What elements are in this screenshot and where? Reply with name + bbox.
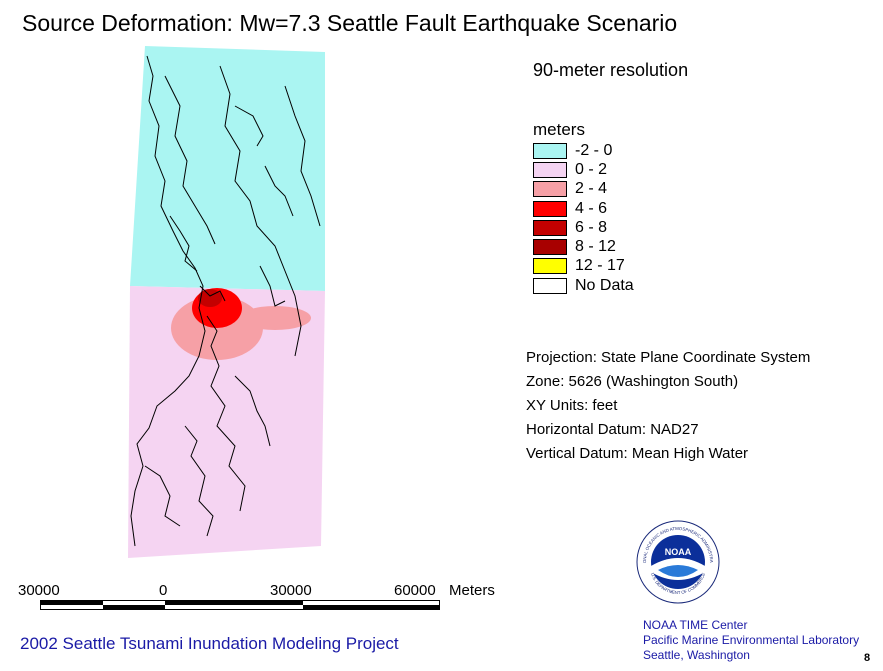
legend-swatch bbox=[533, 200, 567, 217]
vertical-datum-text: Vertical Datum: Mean High Water bbox=[526, 445, 749, 462]
legend-swatch bbox=[533, 181, 567, 198]
noaa-logo: NOAA NATIONAL OCEANIC AND ATMOSPHERIC AD… bbox=[636, 520, 720, 604]
legend-label: 6 - 8 bbox=[575, 218, 608, 236]
org-line-1: NOAA TIME Center bbox=[643, 618, 748, 632]
legend-label: 4 - 6 bbox=[575, 199, 608, 217]
legend-swatch bbox=[533, 161, 567, 178]
legend-swatch bbox=[533, 219, 567, 236]
scale-bar bbox=[40, 600, 440, 610]
scale-label-neg30000: 30000 bbox=[18, 582, 60, 599]
legend-swatch bbox=[533, 277, 567, 294]
resolution-label: 90-meter resolution bbox=[533, 60, 689, 80]
page-title: Source Deformation: Mw=7.3 Seattle Fault… bbox=[22, 10, 678, 36]
scale-label-0: 0 bbox=[159, 582, 168, 599]
org-line-3: Seattle, Washington bbox=[643, 648, 750, 662]
map-info: Projection: State Plane Coordinate Syste… bbox=[526, 348, 810, 468]
legend-label: 2 - 4 bbox=[575, 180, 608, 198]
scale-labels: 30000 0 30000 60000 Meters bbox=[0, 582, 520, 602]
projection-text: Projection: State Plane Coordinate Syste… bbox=[526, 349, 811, 366]
legend-label: -2 - 0 bbox=[575, 141, 613, 159]
legend-label: 8 - 12 bbox=[575, 238, 616, 256]
legend-item: -2 - 0 bbox=[533, 141, 634, 160]
legend-item: 2 - 4 bbox=[533, 180, 634, 199]
organization-block: NOAA TIME Center Pacific Marine Environm… bbox=[643, 618, 859, 663]
scale-label-60000: 60000 bbox=[394, 582, 436, 599]
legend-item: No Data bbox=[533, 276, 634, 295]
legend-swatch bbox=[533, 142, 567, 159]
project-name: 2002 Seattle Tsunami Inundation Modeling… bbox=[20, 634, 399, 653]
deformation-2-4-lobe bbox=[239, 306, 311, 330]
coastlines bbox=[130, 55, 321, 547]
legend-label: 0 - 2 bbox=[575, 160, 608, 178]
legend-item: 12 - 17 bbox=[533, 257, 634, 276]
legend-label: No Data bbox=[575, 276, 634, 294]
org-line-2: Pacific Marine Environmental Laboratory bbox=[643, 633, 860, 647]
horizontal-datum-text: Horizontal Datum: NAD27 bbox=[526, 421, 699, 438]
scale-label-30000: 30000 bbox=[270, 582, 312, 599]
legend-label: 12 - 17 bbox=[575, 257, 625, 275]
legend-item: 0 - 2 bbox=[533, 160, 634, 179]
legend-item: 4 - 6 bbox=[533, 199, 634, 218]
legend-item: 8 - 12 bbox=[533, 237, 634, 256]
uplift-zone-negative bbox=[130, 46, 325, 291]
legend-swatch bbox=[533, 239, 567, 256]
page-number: 8 bbox=[864, 652, 871, 664]
legend-item: 6 - 8 bbox=[533, 218, 634, 237]
xy-units-text: XY Units: feet bbox=[526, 397, 618, 414]
zone-text: Zone: 5626 (Washington South) bbox=[526, 373, 739, 390]
noaa-logo-text: NOAA bbox=[665, 547, 692, 557]
legend-title: meters bbox=[533, 120, 585, 139]
scale-unit: Meters bbox=[449, 582, 495, 599]
uplift-zone-positive bbox=[128, 286, 325, 558]
legend-swatch bbox=[533, 258, 567, 275]
deformation-map bbox=[128, 46, 325, 558]
